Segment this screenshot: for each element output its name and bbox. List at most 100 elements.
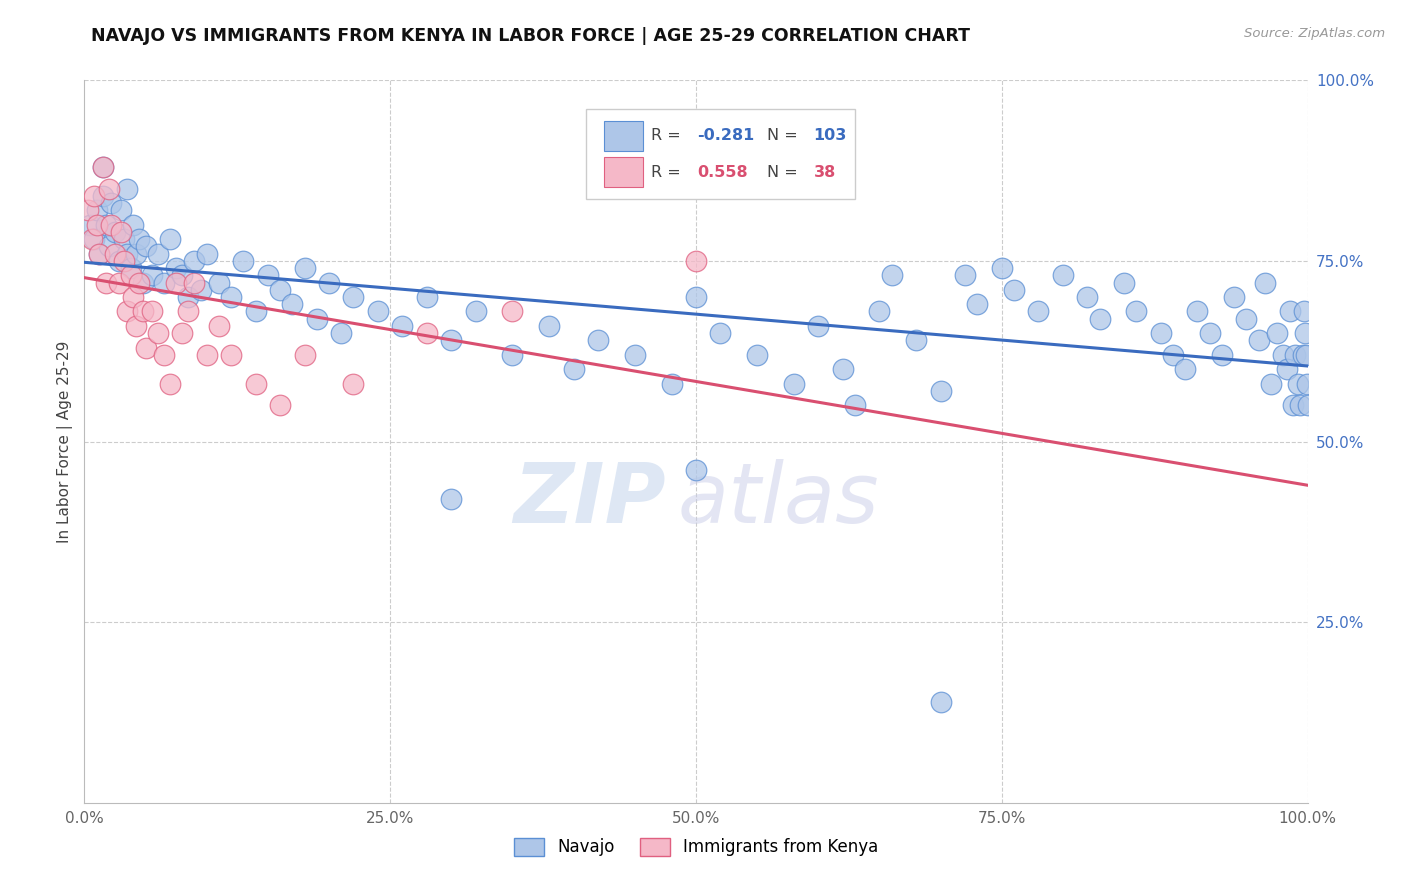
Point bbox=[1223, 290, 1246, 304]
Point bbox=[685, 290, 707, 304]
Point bbox=[269, 398, 291, 412]
Point bbox=[342, 376, 364, 391]
Point bbox=[141, 304, 163, 318]
Point bbox=[831, 362, 853, 376]
Point bbox=[685, 253, 707, 268]
Point bbox=[195, 348, 218, 362]
Point bbox=[132, 304, 155, 318]
Point bbox=[1296, 376, 1319, 391]
Point bbox=[624, 348, 647, 362]
Y-axis label: In Labor Force | Age 25-29: In Labor Force | Age 25-29 bbox=[58, 341, 73, 542]
Point bbox=[269, 283, 291, 297]
Point bbox=[1272, 348, 1295, 362]
Point bbox=[342, 290, 364, 304]
Point bbox=[1279, 304, 1302, 318]
Point bbox=[1150, 326, 1173, 340]
Point bbox=[80, 232, 103, 246]
FancyBboxPatch shape bbox=[605, 120, 644, 151]
Point bbox=[929, 384, 952, 398]
Point bbox=[991, 261, 1014, 276]
Point bbox=[86, 218, 108, 232]
Point bbox=[281, 297, 304, 311]
Point bbox=[257, 268, 280, 283]
Point bbox=[77, 203, 100, 218]
Text: R =: R = bbox=[651, 128, 686, 144]
Point bbox=[122, 218, 145, 232]
Point bbox=[1002, 283, 1025, 297]
Point bbox=[1296, 398, 1319, 412]
Text: 103: 103 bbox=[814, 128, 846, 144]
Point bbox=[929, 695, 952, 709]
Point bbox=[208, 318, 231, 333]
Point bbox=[807, 318, 830, 333]
FancyBboxPatch shape bbox=[586, 109, 855, 200]
Point bbox=[1052, 268, 1074, 283]
Point bbox=[87, 246, 110, 260]
Point bbox=[391, 318, 413, 333]
Point bbox=[1294, 326, 1316, 340]
Point bbox=[110, 225, 132, 239]
Point bbox=[305, 311, 328, 326]
Point bbox=[87, 246, 110, 260]
Point bbox=[110, 203, 132, 218]
Point bbox=[685, 463, 707, 477]
Point bbox=[97, 182, 120, 196]
Text: 38: 38 bbox=[814, 164, 835, 179]
Point bbox=[104, 225, 127, 239]
Point bbox=[1211, 348, 1233, 362]
Point bbox=[128, 276, 150, 290]
Point bbox=[502, 304, 524, 318]
Text: R =: R = bbox=[651, 164, 686, 179]
Point bbox=[1187, 304, 1209, 318]
Point bbox=[538, 318, 561, 333]
Point bbox=[440, 334, 463, 348]
Point bbox=[83, 189, 105, 203]
Point bbox=[416, 326, 439, 340]
Point bbox=[330, 326, 353, 340]
Point bbox=[294, 348, 316, 362]
Text: 0.558: 0.558 bbox=[697, 164, 748, 179]
Point bbox=[91, 189, 114, 203]
Point bbox=[79, 218, 101, 232]
Point bbox=[318, 276, 340, 290]
Point bbox=[190, 283, 212, 297]
Point bbox=[1028, 304, 1050, 318]
Point bbox=[245, 376, 267, 391]
Point bbox=[146, 326, 169, 340]
Point bbox=[195, 246, 218, 260]
Point bbox=[1292, 304, 1315, 318]
Point bbox=[153, 348, 176, 362]
Point bbox=[1076, 290, 1098, 304]
Point bbox=[120, 261, 142, 276]
Point bbox=[1265, 326, 1288, 340]
Point bbox=[120, 268, 142, 283]
Point bbox=[172, 326, 194, 340]
Point bbox=[112, 232, 135, 246]
Point bbox=[96, 218, 118, 232]
Point bbox=[464, 304, 486, 318]
Text: N =: N = bbox=[766, 128, 803, 144]
Text: NAVAJO VS IMMIGRANTS FROM KENYA IN LABOR FORCE | AGE 25-29 CORRELATION CHART: NAVAJO VS IMMIGRANTS FROM KENYA IN LABOR… bbox=[91, 27, 970, 45]
Point bbox=[135, 341, 157, 355]
Point bbox=[1247, 334, 1270, 348]
Point bbox=[1282, 398, 1305, 412]
Point bbox=[183, 253, 205, 268]
Point bbox=[416, 290, 439, 304]
Point bbox=[1174, 362, 1197, 376]
Point bbox=[1289, 398, 1312, 412]
Point bbox=[107, 253, 129, 268]
Point bbox=[1295, 348, 1317, 362]
Point bbox=[869, 304, 891, 318]
Point bbox=[1198, 326, 1220, 340]
Point bbox=[880, 268, 903, 283]
Point bbox=[91, 160, 114, 174]
Point bbox=[107, 276, 129, 290]
Point bbox=[177, 304, 200, 318]
Point bbox=[219, 348, 242, 362]
Point bbox=[97, 239, 120, 253]
Point bbox=[1284, 348, 1306, 362]
Point bbox=[1236, 311, 1258, 326]
Text: N =: N = bbox=[766, 164, 803, 179]
Point bbox=[165, 276, 187, 290]
Point bbox=[219, 290, 242, 304]
